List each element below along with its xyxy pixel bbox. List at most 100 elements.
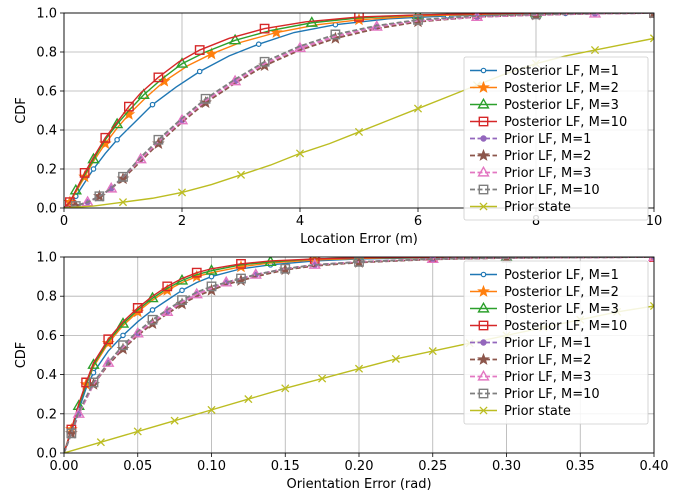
data-point [259,23,270,34]
data-point [87,152,100,164]
legend-label: Prior LF, M=1 [504,132,591,147]
y-tick-label: 0.0 [36,202,57,217]
legend-label: Prior state [504,404,571,419]
series-line-8 [64,257,654,453]
legend-marker [480,339,487,346]
data-point [196,68,203,75]
legend-marker [477,369,490,381]
data-point [105,181,118,193]
data-point [191,267,202,278]
x-tick-label: 0.40 [640,459,669,474]
data-point [205,47,218,60]
data-point [149,307,156,313]
legend-label: Prior LF, M=2 [504,353,591,368]
legend-marker [480,67,487,74]
data-point [190,269,204,282]
data-point [153,134,164,145]
legend-marker [478,388,489,399]
data-point [103,334,114,345]
data-point [280,263,291,274]
legend-marker [477,80,490,93]
data-point [102,356,115,367]
data-point [110,117,124,129]
data-point [149,101,156,108]
data-point [177,295,187,306]
x-tick-label: 2 [178,214,186,229]
plot-frame [63,256,655,454]
data-point [122,107,136,120]
legend-label: Prior LF, M=10 [504,387,600,402]
data-point [194,45,205,55]
data-point [588,13,602,18]
x-axis-label: Orientation Error (rad) [286,477,431,492]
legend-marker [478,184,489,195]
data-point [649,13,654,18]
data-point [133,427,142,436]
data-point [118,198,128,207]
legend-label: Prior LF, M=3 [504,370,591,385]
data-point [236,170,246,179]
data-point [428,347,437,356]
legend-label: Posterior LF, M=2 [504,81,619,96]
y-tick-label: 0.8 [36,46,57,61]
data-point [354,127,364,137]
data-point [101,336,115,349]
data-point [120,332,126,339]
data-point [590,45,600,55]
legend-marker [478,116,489,127]
data-point [118,171,128,182]
data-point [413,14,423,25]
data-point [413,104,423,113]
data-point [100,132,111,143]
data-point [244,395,253,404]
data-point [200,93,211,104]
legend-marker [477,165,490,177]
series-group [64,257,654,453]
data-point [79,168,90,178]
chart-panel-2: 0.00 0.05 0.10 0.15 0.20 0.25 0.30 0.35 0.40 0.0 0… [14,251,668,493]
y-tick-label: 0.8 [36,290,57,305]
legend-label: Prior LF, M=2 [504,149,591,164]
data-point [78,170,91,183]
series-group [64,13,654,208]
legend-label: Prior state [504,200,571,215]
data-point [228,33,242,45]
legend-marker [477,301,490,313]
chart-panel-1: 0 2 4 6 8 10 0.0 0.2 0.4 0.6 0.8 1.0 Location Error … [14,7,662,248]
legend-label: Posterior LF, M=3 [504,302,619,317]
legend-label: Prior LF, M=3 [504,166,591,181]
y-tick-label: 0.0 [36,447,57,462]
x-tick-label: 6 [414,214,422,229]
legend: Posterior LF, M=1 Posterior LF, M=2 Poster… [463,260,649,425]
x-tick-label: 0.00 [50,459,79,474]
x-tick-label: 8 [532,214,540,229]
plot-frame [63,12,655,209]
x-tick-label: 0.10 [197,459,226,474]
data-point [137,88,150,99]
legend-marker [478,320,489,331]
data-point [146,291,159,303]
y-tick-label: 0.2 [36,163,57,178]
x-tick-label: 0.15 [271,459,300,474]
data-point [116,342,130,355]
x-tick-label: 0.25 [418,459,447,474]
y-tick-label: 0.4 [36,368,57,383]
x-axis-label: Location Error (m) [300,232,418,247]
data-point [354,13,364,22]
data-point [649,34,654,43]
legend-marker [479,202,488,211]
data-point [162,281,173,292]
data-point [208,273,215,280]
y-tick-label: 1.0 [36,251,57,266]
data-point [88,377,99,388]
x-tick-label: 0.30 [492,459,521,474]
legend-label: Posterior LF, M=10 [504,319,627,334]
legend-marker [480,135,487,142]
data-point [161,305,174,316]
legend-label: Prior LF, M=10 [504,183,600,198]
x-tick-label: 10 [646,214,663,229]
data-point [318,374,327,383]
y-tick-label: 1.0 [36,7,57,22]
data-point [153,72,164,83]
series-line-4 [64,257,654,453]
